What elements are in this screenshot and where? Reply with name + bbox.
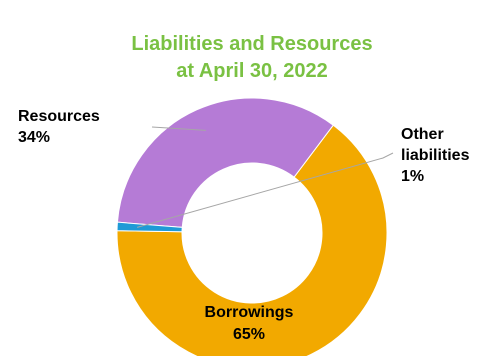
leader-lines xyxy=(137,126,394,228)
slice-borrowings xyxy=(116,124,388,356)
slice-label-other-liabilities-line-1: Other xyxy=(401,126,444,143)
slice-percent-resources: 34% xyxy=(18,129,50,146)
chart-title-line-2: at April 30, 2022 xyxy=(176,60,328,82)
donut-slices xyxy=(116,97,388,356)
leader-line-other-liabilities xyxy=(137,152,394,228)
slice-percent-borrowings: 65% xyxy=(233,326,265,343)
slice-label-other-liabilities-line-2: liabilities xyxy=(401,147,470,164)
leader-line-resources xyxy=(151,126,206,131)
chart-title-line-1: Liabilities and Resources xyxy=(131,33,372,55)
slice-other-liabilities xyxy=(116,221,183,233)
slice-resources xyxy=(116,97,334,228)
slice-percent-other-liabilities: 1% xyxy=(401,168,424,185)
slice-label-borrowings: Borrowings xyxy=(205,304,294,321)
slice-label-resources: Resources xyxy=(18,108,100,125)
